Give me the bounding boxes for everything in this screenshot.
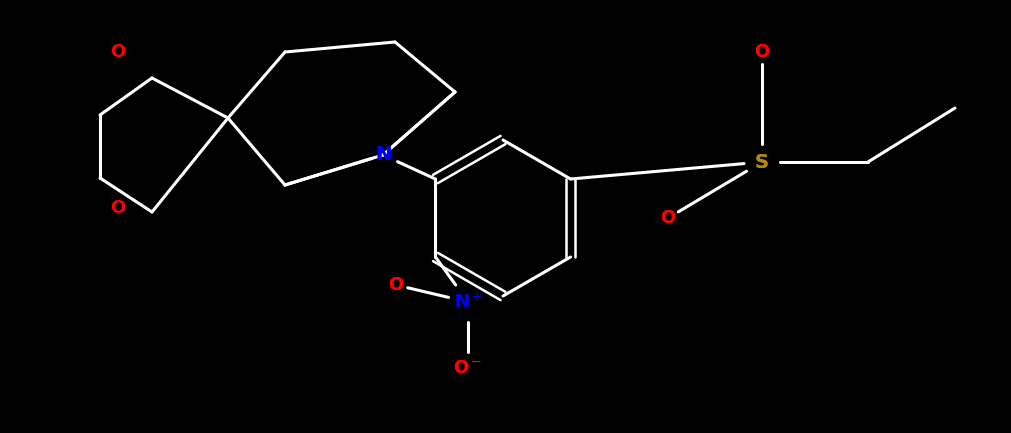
Text: N: N <box>375 145 391 165</box>
Text: N: N <box>375 145 391 165</box>
Text: O: O <box>754 43 769 61</box>
Text: O: O <box>660 209 675 227</box>
Text: N$^+$: N$^+$ <box>454 292 482 312</box>
Text: N$^+$: N$^+$ <box>454 292 482 312</box>
Text: S: S <box>755 152 769 171</box>
Text: N: N <box>375 145 391 165</box>
Text: O: O <box>388 276 403 294</box>
Text: O: O <box>754 43 769 61</box>
Text: O: O <box>388 276 403 294</box>
Text: O: O <box>110 43 125 61</box>
Text: O$^-$: O$^-$ <box>453 359 482 377</box>
Text: S: S <box>755 152 769 171</box>
Text: O: O <box>660 209 675 227</box>
Text: O: O <box>110 199 125 217</box>
Text: O$^-$: O$^-$ <box>453 359 482 377</box>
